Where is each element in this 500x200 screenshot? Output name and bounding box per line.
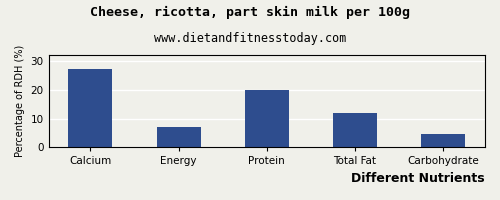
Text: Cheese, ricotta, part skin milk per 100g: Cheese, ricotta, part skin milk per 100g (90, 6, 410, 19)
Bar (333, 113, 377, 147)
Bar (68, 69, 112, 147)
Bar (156, 127, 200, 147)
Bar (244, 90, 289, 147)
X-axis label: Different Nutrients: Different Nutrients (352, 172, 485, 185)
Y-axis label: Percentage of RDH (%): Percentage of RDH (%) (15, 45, 25, 157)
Bar (421, 134, 465, 147)
Text: www.dietandfitnesstoday.com: www.dietandfitnesstoday.com (154, 32, 346, 45)
